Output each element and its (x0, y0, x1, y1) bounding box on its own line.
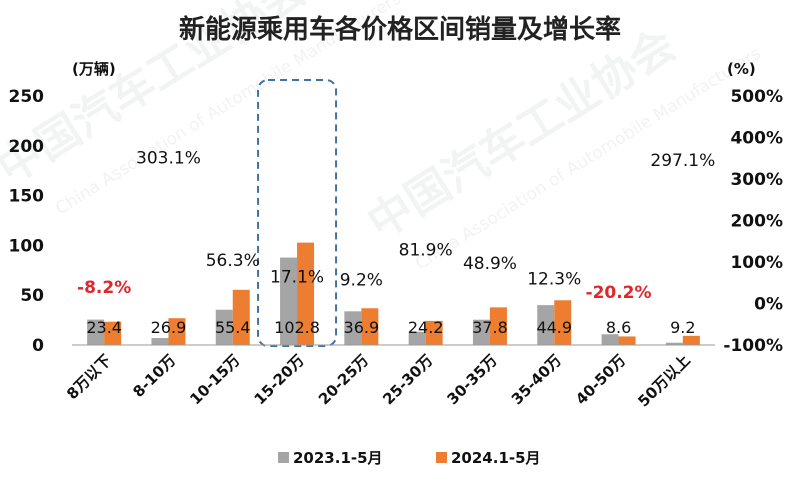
growth-rate-label: -8.2% (77, 278, 131, 298)
category-label: 20-25万 (315, 351, 372, 408)
bar-series2 (232, 289, 250, 345)
y-left-unit: (万辆) (72, 60, 116, 78)
bar-series1 (344, 311, 362, 345)
bars (87, 242, 700, 345)
category-label: 30-35万 (444, 351, 501, 408)
y-right-tick-label: -100% (723, 336, 783, 356)
growth-rate-label: 17.1% (270, 267, 324, 287)
x-axis-labels: 8万以下 8-10万 10-15万 15-20万 20-25万 25-30万 30-35万 3… (63, 351, 694, 410)
bar-series2 (361, 308, 379, 345)
bar-series1 (665, 342, 683, 345)
highlight-box (257, 79, 338, 347)
bar-series1 (408, 331, 426, 345)
y-right-tick-label: 500% (730, 87, 783, 107)
category-label: 25-30万 (379, 351, 436, 408)
data-label: 8.6 (606, 318, 631, 337)
category-label: 15-20万 (251, 351, 308, 408)
bar-series1 (280, 257, 298, 345)
category-label: 10-15万 (186, 351, 243, 408)
y-right-tick-label: 0% (754, 295, 783, 315)
data-label: 26.9 (151, 318, 187, 337)
y-right-tick-label: 400% (730, 129, 783, 149)
bar-series2 (168, 318, 186, 345)
y-left-tick-label: 100 (9, 236, 45, 256)
bar-series2 (618, 336, 636, 345)
growth-rate-label: -20.2% (586, 283, 652, 303)
growth-rate-label: 48.9% (463, 254, 517, 274)
y-left-axis: 0 50 100 150 200 250 (9, 87, 45, 356)
growth-rate-label: 303.1% (136, 149, 201, 169)
y-right-tick-label: 300% (730, 170, 783, 190)
bar-series2 (489, 307, 507, 345)
bar-series1 (151, 338, 169, 345)
legend: 2023.1-5月 2024.1-5月 (278, 449, 541, 467)
category-label: 35-40万 (508, 351, 565, 408)
bar-series2 (682, 335, 700, 345)
legend-label: 2023.1-5月 (293, 449, 383, 467)
y-left-tick-label: 50 (20, 286, 44, 306)
growth-rate-label: 9.2% (340, 271, 383, 291)
bar-series1 (215, 309, 233, 345)
bar-series2 (554, 300, 572, 345)
legend-swatch (278, 452, 289, 463)
data-label: 24.2 (408, 318, 444, 337)
bar-series1 (87, 319, 105, 345)
y-right-unit: (%) (727, 60, 756, 78)
bar-series1 (601, 334, 619, 345)
data-label: 36.9 (344, 318, 380, 337)
bar-series2 (425, 320, 443, 345)
growth-rate-label: 297.1% (650, 151, 715, 171)
y-right-tick-label: 100% (730, 253, 783, 273)
growth-rate-label: 56.3% (206, 251, 260, 271)
category-label: 8万以下 (63, 351, 115, 403)
category-label: 40-50万 (572, 351, 629, 408)
data-label: 9.2 (670, 318, 695, 337)
legend-swatch (436, 452, 447, 463)
category-label: 50万以上 (634, 351, 693, 410)
y-left-tick-label: 0 (32, 336, 44, 356)
data-label: 37.8 (472, 318, 508, 337)
bar-series1 (472, 319, 490, 345)
data-label: 23.4 (86, 318, 122, 337)
growth-rate-label: 12.3% (527, 269, 581, 289)
y-right-axis: -100% 0% 100% 200% 300% 400% 500% (723, 87, 783, 356)
bar-series2 (104, 321, 122, 345)
legend-label: 2024.1-5月 (451, 449, 541, 467)
data-label: 102.8 (274, 318, 320, 337)
y-left-tick-label: 200 (9, 137, 45, 157)
category-label: 8-10万 (129, 351, 179, 401)
highlight-dashed-box (257, 79, 338, 347)
y-right-tick-label: 200% (730, 212, 783, 232)
y-left-tick-label: 150 (9, 187, 45, 207)
data-labels: 23.4 26.9 55.4 102.8 36.9 24.2 37.8 44.9 8.6 9.2 (86, 318, 695, 337)
growth-labels: -8.2% 303.1% 56.3% 17.1% 9.2% 81.9% 48.9% 12.3%… (77, 149, 715, 303)
y-left-tick-label: 250 (9, 87, 45, 107)
data-label: 44.9 (536, 318, 572, 337)
growth-rate-label: 81.9% (399, 241, 453, 261)
bar-series1 (537, 305, 555, 345)
data-label: 55.4 (215, 318, 251, 337)
bar-series2 (297, 242, 315, 345)
chart-title: 新能源乘用车各价格区间销量及增长率 (179, 14, 621, 45)
